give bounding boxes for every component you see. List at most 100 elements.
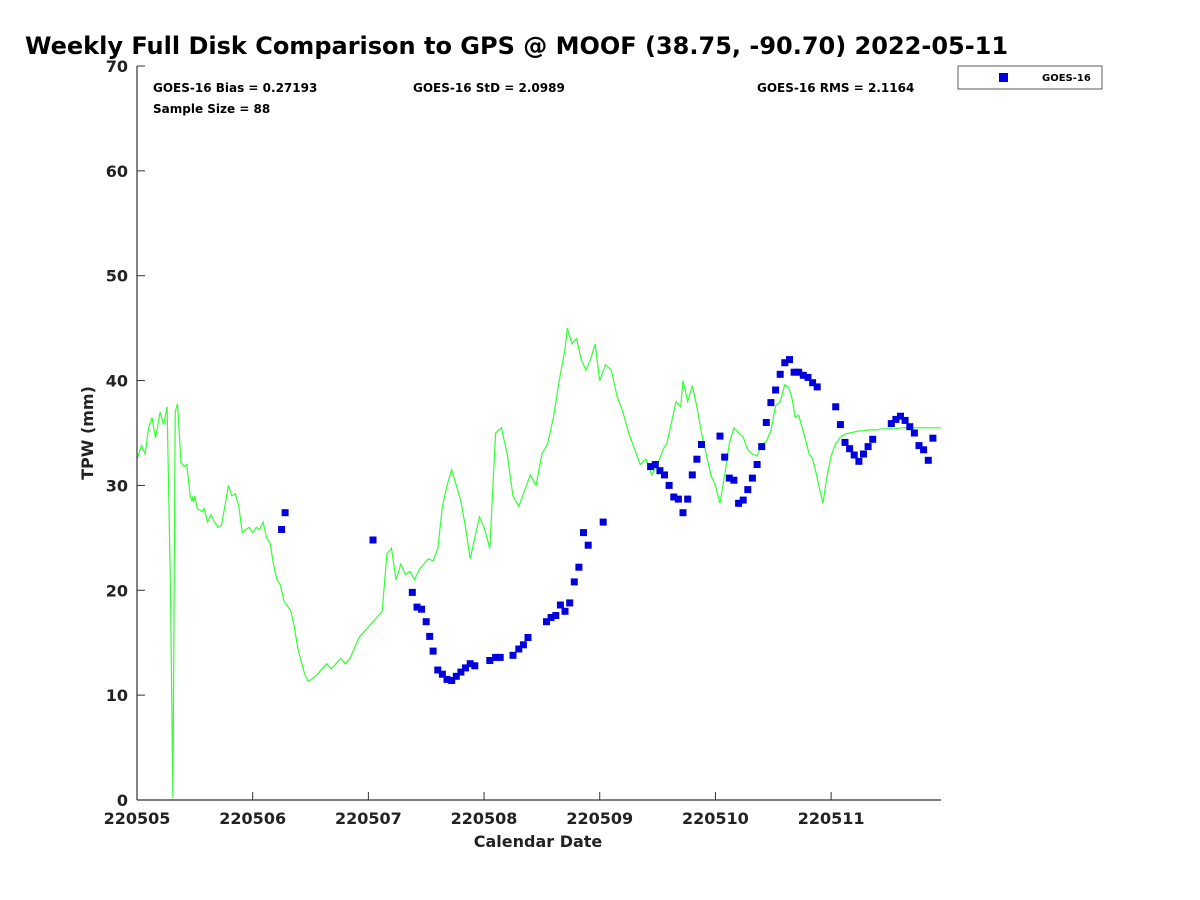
y-tick-label: 40 xyxy=(106,372,128,391)
goes16-data-point xyxy=(452,672,460,680)
goes16-data-point xyxy=(457,668,465,676)
goes16-data-point xyxy=(924,456,932,464)
goes16-data-point xyxy=(887,420,895,428)
goes16-data-point xyxy=(656,467,664,475)
y-axis-label: TPW (mm) xyxy=(78,386,97,480)
y-tick-label: 50 xyxy=(106,267,128,286)
goes16-data-point xyxy=(466,660,474,668)
y-axis-ticks: 0 10 20 30 40 50 60 70 xyxy=(106,57,145,810)
goes16-data-point xyxy=(836,421,844,429)
goes16-data-point xyxy=(651,461,659,468)
goes16-data-point xyxy=(519,641,527,649)
goes16-data-point xyxy=(408,588,416,596)
goes16-data-point xyxy=(661,471,668,479)
x-tick-label: 220508 xyxy=(451,809,518,828)
goes16-data-point xyxy=(744,486,752,494)
goes16-data-point xyxy=(543,618,550,626)
goes16-data-point xyxy=(665,481,673,489)
x-axis-ticks: 220505 220506 220507 220508 220509 220510 2205… xyxy=(104,792,864,828)
y-tick-label: 0 xyxy=(117,791,128,810)
x-axis-label: Calendar Date xyxy=(474,832,603,851)
goes16-data-point xyxy=(688,471,696,479)
goes16-data-point xyxy=(429,647,437,655)
goes16-data-point xyxy=(278,526,286,533)
goes16-data-point xyxy=(426,632,434,640)
goes16-data-point xyxy=(434,666,442,674)
goes16-data-point xyxy=(897,412,904,420)
goes16-data-point xyxy=(547,614,555,621)
goes16-data-point xyxy=(566,599,574,607)
goes16-data-point xyxy=(776,370,784,378)
goes16-data-point xyxy=(799,371,807,379)
goes16-data-point xyxy=(670,493,678,501)
goes16-data-point xyxy=(786,356,793,364)
goes16-data-point xyxy=(556,601,564,609)
y-tick-label: 30 xyxy=(106,476,128,495)
goes16-data-point xyxy=(438,670,446,678)
goes16-data-point xyxy=(753,461,761,468)
goes16-data-point xyxy=(915,442,923,450)
goes16-data-point xyxy=(422,618,430,626)
goes16-data-point xyxy=(443,675,451,683)
stat-std: GOES-16 StD = 2.0989 xyxy=(413,81,565,95)
goes16-data-point xyxy=(725,474,733,482)
goes16-data-point xyxy=(584,541,592,549)
goes16-data-point xyxy=(739,496,747,504)
goes16-data-point xyxy=(758,443,766,451)
stat-bias: GOES-16 Bias = 0.27193 xyxy=(153,81,317,95)
goes16-data-point xyxy=(580,529,587,537)
goes16-data-point xyxy=(795,368,803,376)
goes16-data-point xyxy=(462,664,469,672)
goes16-data-point xyxy=(929,434,937,442)
legend-box xyxy=(957,65,1103,90)
goes16-data-point xyxy=(860,450,867,458)
goes16-data-point xyxy=(892,415,900,423)
goes16-data-point xyxy=(906,423,914,431)
goes16-data-point xyxy=(832,403,840,411)
goes16-data-point xyxy=(552,612,560,619)
goes16-data-point xyxy=(841,438,849,446)
goes16-data-point xyxy=(721,453,729,461)
goes16-data-point xyxy=(730,476,738,484)
goes16-data-point xyxy=(735,499,743,507)
goes16-data-point xyxy=(910,429,918,437)
goes16-data-point xyxy=(509,651,517,659)
goes16-data-point xyxy=(772,386,780,394)
goes16-data-point xyxy=(864,443,872,451)
series-layer xyxy=(136,327,941,798)
goes16-data-point xyxy=(716,432,724,440)
goes16-data-point xyxy=(524,634,532,641)
gps-series-line xyxy=(136,327,941,798)
goes16-data-point xyxy=(674,495,682,503)
goes16-data-point xyxy=(448,677,456,684)
goes16-data-point xyxy=(515,645,523,653)
stat-rms: GOES-16 RMS = 2.1164 xyxy=(757,81,914,95)
goes16-data-point xyxy=(698,441,705,448)
goes16-data-point xyxy=(599,518,607,526)
goes16-data-point xyxy=(281,509,289,517)
goes16-data-point xyxy=(920,446,928,454)
goes16-data-point xyxy=(561,607,569,615)
goes16-data-point xyxy=(693,455,701,463)
legend-marker xyxy=(999,73,1008,82)
goes16-data-point xyxy=(901,416,909,424)
goes16-data-point xyxy=(413,603,421,611)
goes16-data-point xyxy=(809,379,817,387)
goes16-data-point xyxy=(767,399,775,407)
goes16-data-point xyxy=(684,495,692,503)
goes16-data-point xyxy=(762,419,770,426)
legend: GOES-16 xyxy=(957,65,1103,90)
x-tick-label: 220505 xyxy=(104,809,171,828)
goes16-data-point xyxy=(570,578,578,586)
goes16-data-point xyxy=(846,445,854,453)
goes16-data-point xyxy=(850,451,858,459)
goes16-data-point xyxy=(647,463,655,471)
y-tick-label: 10 xyxy=(106,686,128,705)
goes16-data-point xyxy=(679,509,687,517)
chart-title: Weekly Full Disk Comparison to GPS @ MOO… xyxy=(25,32,1008,60)
plot-area xyxy=(137,66,941,800)
x-tick-label: 220506 xyxy=(219,809,286,828)
goes16-data-point xyxy=(369,536,377,544)
goes16-data-point xyxy=(418,605,426,613)
